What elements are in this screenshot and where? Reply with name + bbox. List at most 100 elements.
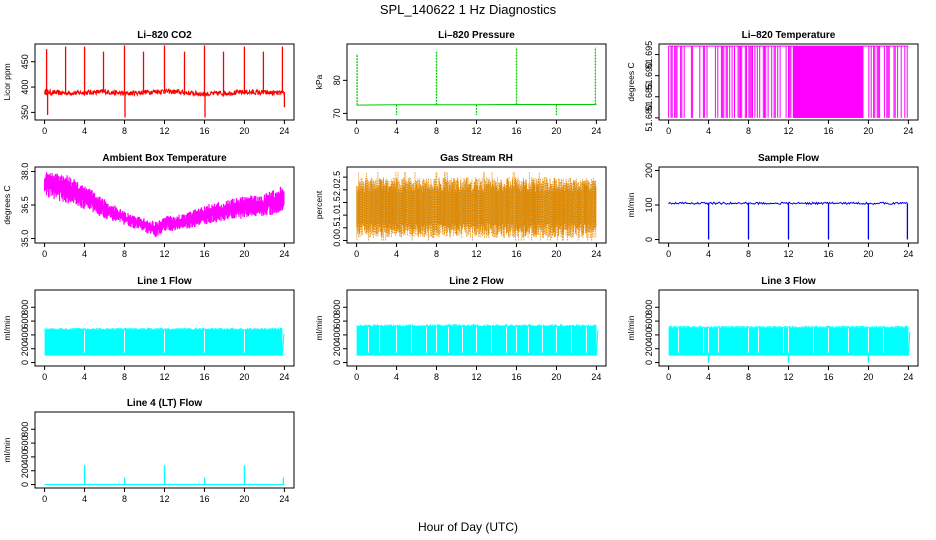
x-tick-label: 16: [511, 372, 521, 382]
figure-title: SPL_140622 1 Hz Diagnostics: [380, 2, 557, 17]
x-tick-label: 8: [122, 126, 127, 136]
y-axis-label: ml/min: [2, 315, 12, 340]
x-tick-label: 12: [159, 249, 169, 259]
x-tick-label: 0: [354, 126, 359, 136]
x-tick-label: 8: [434, 372, 439, 382]
y-tick-label: 100: [644, 197, 654, 212]
x-tick-label: 16: [511, 249, 521, 259]
x-tick-label: 4: [394, 249, 399, 259]
x-tick-label: 0: [354, 249, 359, 259]
panel-title: Line 1 Flow: [137, 276, 192, 287]
x-tick-label: 12: [783, 372, 793, 382]
panel-9: Line 3 Flow ml/min 0 4 8 12 16 20 24 0 20040060080…: [626, 276, 919, 382]
y-axis-label: kPa: [314, 74, 324, 89]
x-tick-label: 0: [666, 372, 671, 382]
x-tick-label: 24: [903, 372, 913, 382]
x-tick-label: 24: [279, 372, 289, 382]
y-tick-label: 80: [332, 75, 342, 85]
y-tick-label: 70: [332, 108, 342, 118]
series-line: [44, 88, 285, 98]
data-layer: [668, 45, 909, 118]
y-tick-label: 200: [332, 341, 342, 356]
y-tick-label: 51.690: [644, 62, 654, 90]
panel-title: Line 2 Flow: [449, 276, 504, 287]
panel-title: Li–820 Temperature: [742, 30, 836, 41]
y-tick-label: 51.680: [644, 104, 654, 132]
x-tick-label: 24: [903, 126, 913, 136]
x-tick-label: 12: [159, 494, 169, 504]
y-tick-label: 0: [332, 360, 342, 365]
data-layer: [44, 172, 285, 237]
y-tick-label: 0: [20, 482, 30, 487]
x-tick-label: 12: [471, 126, 481, 136]
y-tick-label: 400: [20, 80, 30, 95]
data-layer: [44, 465, 285, 485]
y-axis-label: percent: [314, 190, 324, 219]
y-tick-label: 200: [20, 341, 30, 356]
x-tick-label: 4: [706, 372, 711, 382]
x-tick-label: 20: [239, 494, 249, 504]
y-tick-label: 800: [20, 422, 30, 437]
x-tick-label: 16: [199, 249, 209, 259]
x-tick-label: 4: [706, 249, 711, 259]
x-tick-label: 0: [666, 126, 671, 136]
x-tick-label: 24: [279, 494, 289, 504]
x-tick-label: 16: [823, 372, 833, 382]
data-layer: [356, 324, 599, 356]
x-tick-label: 20: [239, 372, 249, 382]
band-top: [356, 324, 597, 326]
panel-8: Line 2 Flow ml/min 0 4 8 12 16 20 24 0 20040060080…: [314, 276, 607, 382]
x-tick-label: 12: [159, 372, 169, 382]
end-mark: [595, 330, 599, 356]
panel-4: Ambient Box Temperature degrees C 0 4 8 12 16 2…: [2, 153, 295, 259]
y-tick-label: 0.5: [332, 222, 342, 235]
panel-2: Li–820 Pressure kPa 0 4 8 12 16 20 24 70 80: [314, 30, 607, 136]
x-tick-label: 16: [823, 126, 833, 136]
panel-1: Li–820 CO2 Licor ppm 0 4 8 12 16 20 24 350 400 450: [2, 30, 295, 136]
x-tick-label: 0: [42, 126, 47, 136]
y-tick-label: 200: [644, 163, 654, 178]
y-axis-label: ml/min: [2, 437, 12, 462]
end-mark: [907, 331, 911, 356]
y-tick-label: 0: [644, 237, 654, 242]
x-tick-label: 8: [434, 249, 439, 259]
x-tick-label: 16: [199, 494, 209, 504]
panel-3: Li–820 Temperature degrees C 0 4 8 12 16 20 24 51…: [626, 30, 919, 136]
x-tick-label: 8: [746, 372, 751, 382]
x-tick-label: 4: [82, 126, 87, 136]
x-tick-label: 8: [122, 494, 127, 504]
panel-5: Gas Stream RH percent 0 4 8 12 16 20 24 0.00.51.0…: [314, 153, 607, 259]
y-tick-label: 800: [20, 300, 30, 315]
series-band: [44, 172, 285, 237]
x-tick-label: 16: [511, 126, 521, 136]
y-tick-label: 400: [20, 327, 30, 342]
x-tick-label: 24: [591, 372, 601, 382]
x-tick-label: 24: [591, 126, 601, 136]
x-tick-label: 20: [239, 126, 249, 136]
y-tick-label: 0: [20, 360, 30, 365]
x-tick-label: 0: [666, 249, 671, 259]
y-tick-label: 400: [644, 327, 654, 342]
x-tick-label: 0: [42, 372, 47, 382]
y-tick-label: 2.5: [332, 171, 342, 184]
panel-title: Li–820 CO2: [137, 30, 192, 41]
y-tick-label: 1.5: [332, 196, 342, 209]
x-tick-label: 4: [82, 372, 87, 382]
data-layer: [356, 47, 597, 115]
x-tick-label: 16: [199, 126, 209, 136]
y-axis-label: Licor ppm: [2, 63, 12, 100]
data-layer: [668, 325, 911, 363]
y-tick-label: 600: [20, 314, 30, 329]
series-band-shade: [356, 172, 597, 241]
x-tick-label: 12: [471, 372, 481, 382]
x-tick-label: 24: [591, 249, 601, 259]
x-tick-label: 0: [42, 494, 47, 504]
x-tick-label: 12: [783, 249, 793, 259]
x-tick-label: 8: [122, 249, 127, 259]
y-tick-label: 0.0: [332, 234, 342, 247]
y-tick-label: 400: [332, 327, 342, 342]
y-tick-label: 1.0: [332, 209, 342, 222]
band-top: [668, 325, 909, 328]
series-band: [44, 329, 283, 356]
